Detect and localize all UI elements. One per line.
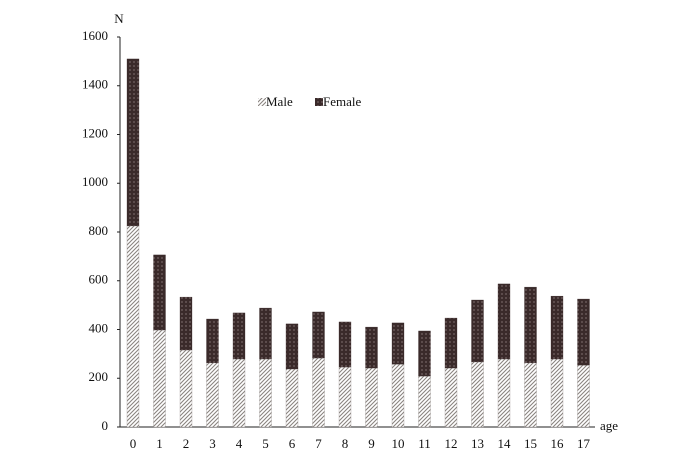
x-tick-label: 14 — [498, 436, 512, 451]
bar-segment — [391, 363, 405, 428]
x-tick-label: 5 — [262, 436, 269, 451]
bar-segment — [497, 283, 511, 360]
x-tick-label: 3 — [209, 436, 216, 451]
y-tick-label: 1600 — [82, 28, 108, 43]
x-axis-label: age — [600, 418, 618, 433]
x-tick-label: 2 — [183, 436, 190, 451]
bar-segment — [577, 298, 590, 366]
y-tick-label: 1000 — [82, 174, 108, 189]
x-tick-label: 11 — [418, 436, 431, 451]
bar-segment — [259, 358, 272, 428]
x-tick-label: 0 — [130, 436, 137, 451]
bar-segment — [179, 349, 193, 428]
bar-segment — [365, 326, 378, 369]
x-tick-label: 12 — [445, 436, 458, 451]
bar-segment — [471, 361, 484, 428]
bar-segment — [524, 286, 537, 364]
y-axis-label: N — [114, 11, 124, 26]
bar-segment — [444, 317, 458, 369]
bar-segment — [285, 323, 299, 370]
bar-segment — [550, 295, 564, 360]
bar-segment — [550, 358, 564, 428]
bar-segment — [471, 299, 484, 363]
x-tick-label: 8 — [342, 436, 349, 451]
bar-segment — [497, 358, 511, 428]
y-tick-label: 800 — [89, 223, 109, 238]
bar-segment — [418, 330, 431, 377]
bar-segment — [259, 307, 272, 360]
bar-segment — [338, 321, 352, 368]
x-tick-label: 16 — [551, 436, 565, 451]
y-tick-label: 400 — [89, 320, 109, 335]
bar-segment — [126, 58, 140, 227]
legend-label: Male — [266, 94, 293, 109]
legend-swatch — [315, 98, 323, 106]
x-tick-label: 6 — [289, 436, 296, 451]
bar-segment — [338, 366, 352, 428]
x-tick-label: 10 — [392, 436, 405, 451]
bar-segment — [179, 296, 193, 351]
x-tick-label: 13 — [471, 436, 484, 451]
y-tick-label: 1400 — [82, 77, 108, 92]
bar-segment — [444, 367, 458, 428]
bar-segment — [365, 367, 378, 428]
bar-segment — [312, 311, 325, 359]
legend-swatch — [258, 98, 266, 106]
bar-segment — [232, 358, 246, 428]
x-tick-label: 9 — [368, 436, 375, 451]
x-tick-label: 4 — [236, 436, 243, 451]
bar-segment — [524, 362, 537, 428]
bar-segment — [418, 375, 431, 428]
bar-segment — [391, 322, 405, 365]
bar-segment — [153, 254, 166, 331]
bar-segment — [153, 329, 166, 428]
y-tick-label: 200 — [89, 369, 109, 384]
x-tick-label: 7 — [315, 436, 322, 451]
y-tick-label: 0 — [102, 418, 109, 433]
bar-segment — [577, 364, 590, 428]
bar-segment — [312, 357, 325, 428]
x-tick-label: 1 — [156, 436, 163, 451]
y-tick-label: 600 — [89, 272, 109, 287]
x-tick-label: 15 — [524, 436, 537, 451]
bar-segment — [126, 225, 140, 428]
legend-label: Female — [323, 94, 361, 109]
bar-segment — [232, 312, 246, 360]
y-tick-label: 1200 — [82, 125, 108, 140]
bar-segment — [206, 362, 219, 428]
bar-segment — [206, 318, 219, 364]
bar-segment — [285, 368, 299, 428]
x-tick-label: 17 — [577, 436, 591, 451]
